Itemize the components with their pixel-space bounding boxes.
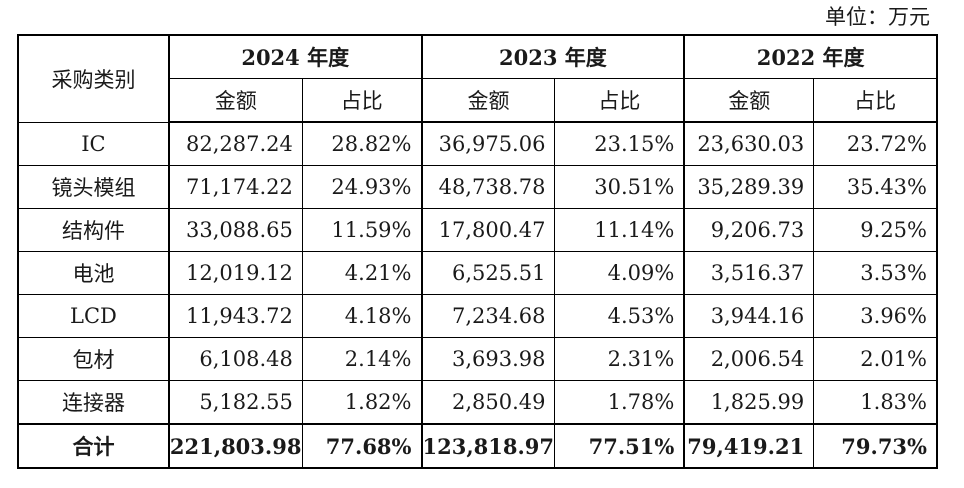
total-ratio-2022: 79.73% <box>813 423 938 469</box>
table-row: 电池 12,019.12 4.21% 6,525.51 4.09% 3,516.37 3.5… <box>17 251 938 295</box>
total-label: 合计 <box>17 423 170 469</box>
amount-2024-cell: 5,182.55 <box>167 380 303 425</box>
procurement-table: 采购类别 2024 年度 2023 年度 2022 年度 金额 占比 金额 占比… <box>17 34 938 469</box>
ratio-2024-cell: 1.82% <box>301 380 423 425</box>
amount-2024-cell: 11,943.72 <box>167 294 303 338</box>
category-cell: LCD <box>17 294 170 338</box>
ratio-2024-cell: 24.93% <box>301 165 423 209</box>
ratio-2022-cell: 9.25% <box>813 208 938 252</box>
amount-2024-cell: 6,108.48 <box>167 337 303 381</box>
amount-2024-cell: 71,174.22 <box>167 165 303 209</box>
category-cell: 镜头模组 <box>17 165 170 209</box>
table-row: 结构件 33,088.65 11.59% 17,800.47 11.14% 9,206.7… <box>17 208 938 252</box>
ratio-2024-cell: 4.21% <box>301 251 423 295</box>
ratio-2022-cell: 3.96% <box>813 294 938 338</box>
ratio-2023-cell: 23.15% <box>554 121 685 166</box>
amount-2023-cell: 17,800.47 <box>420 208 556 252</box>
ratio-2024-cell: 4.18% <box>301 294 423 338</box>
amount-2022-cell: 1,825.99 <box>683 380 815 425</box>
ratio-2024-cell: 2.14% <box>301 337 423 381</box>
amount-2023-cell: 6,525.51 <box>420 251 556 295</box>
amount-2023-cell: 36,975.06 <box>420 121 556 166</box>
ratio-2022-cell: 23.72% <box>813 121 938 166</box>
total-amount-2022: 79,419.21 <box>683 423 815 469</box>
ratio-2022-cell: 1.83% <box>813 380 938 425</box>
amount-2022-cell: 23,630.03 <box>683 121 815 166</box>
total-amount-2024: 221,803.98 <box>167 423 303 469</box>
amount-2023-cell: 2,850.49 <box>420 380 556 425</box>
total-row: 合计 221,803.98 77.68% 123,818.97 77.51% 7… <box>17 423 938 469</box>
amount-2024-cell: 12,019.12 <box>167 251 303 295</box>
unit-label: 单位：万元 <box>825 5 930 29</box>
ratio-2024-cell: 28.82% <box>301 121 423 166</box>
category-cell: 包材 <box>17 337 170 381</box>
ratio-2023-cell: 4.09% <box>554 251 685 295</box>
amount-2024-cell: 33,088.65 <box>167 208 303 252</box>
amount-2022-cell: 3,944.16 <box>683 294 815 338</box>
ratio-header-2024: 占比 <box>301 78 423 123</box>
category-header: 采购类别 <box>17 34 170 123</box>
amount-2023-cell: 48,738.78 <box>420 165 556 209</box>
category-cell: 连接器 <box>17 380 170 425</box>
category-cell: 电池 <box>17 251 170 295</box>
ratio-header-2023: 占比 <box>554 78 685 123</box>
total-ratio-2023: 77.51% <box>554 423 685 469</box>
table-row: 包材 6,108.48 2.14% 3,693.98 2.31% 2,006.54 2.01… <box>17 337 938 381</box>
table-header: 采购类别 2024 年度 2023 年度 2022 年度 金额 占比 金额 占比… <box>17 34 938 123</box>
year-header-2022: 2022 年度 <box>683 34 938 79</box>
amount-2022-cell: 2,006.54 <box>683 337 815 381</box>
ratio-2022-cell: 3.53% <box>813 251 938 295</box>
year-header-2024: 2024 年度 <box>167 34 422 79</box>
table-body: IC 82,287.24 28.82% 36,975.06 23.15% 23,630.0… <box>17 121 938 469</box>
year-header-2023: 2023 年度 <box>420 34 685 79</box>
table-row: 连接器 5,182.55 1.82% 2,850.49 1.78% 1,825.99 1.8… <box>17 380 938 425</box>
total-amount-2023: 123,818.97 <box>420 423 556 469</box>
table-row: LCD 11,943.72 4.18% 7,234.68 4.53% 3,944.16 3.… <box>17 294 938 338</box>
ratio-2022-cell: 35.43% <box>813 165 938 209</box>
ratio-2024-cell: 11.59% <box>301 208 423 252</box>
category-cell: 结构件 <box>17 208 170 252</box>
amount-2022-cell: 9,206.73 <box>683 208 815 252</box>
amount-header-2022: 金额 <box>683 78 815 123</box>
total-ratio-2024: 77.68% <box>301 423 423 469</box>
ratio-2023-cell: 30.51% <box>554 165 685 209</box>
amount-2023-cell: 7,234.68 <box>420 294 556 338</box>
amount-header-2023: 金额 <box>420 78 556 123</box>
ratio-2023-cell: 2.31% <box>554 337 685 381</box>
amount-2022-cell: 3,516.37 <box>683 251 815 295</box>
ratio-2023-cell: 4.53% <box>554 294 685 338</box>
table-row: 镜头模组 71,174.22 24.93% 48,738.78 30.51% 35,289… <box>17 165 938 209</box>
ratio-2023-cell: 1.78% <box>554 380 685 425</box>
amount-2023-cell: 3,693.98 <box>420 337 556 381</box>
amount-2022-cell: 35,289.39 <box>683 165 815 209</box>
amount-header-2024: 金额 <box>167 78 303 123</box>
ratio-2023-cell: 11.14% <box>554 208 685 252</box>
ratio-header-2022: 占比 <box>813 78 938 123</box>
ratio-2022-cell: 2.01% <box>813 337 938 381</box>
category-cell: IC <box>17 121 170 166</box>
table-row: IC 82,287.24 28.82% 36,975.06 23.15% 23,630.0… <box>17 121 938 166</box>
amount-2024-cell: 82,287.24 <box>167 121 303 166</box>
